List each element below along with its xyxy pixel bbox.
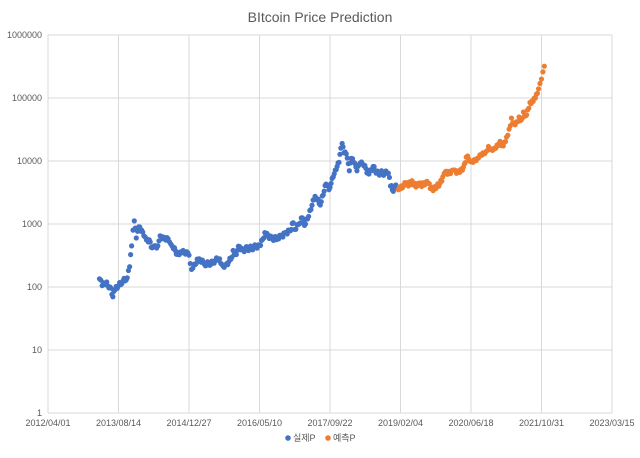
legend-label: 실제P: [293, 433, 316, 443]
data-point: [390, 188, 396, 194]
data-point: [535, 86, 542, 92]
data-point: [128, 252, 134, 258]
data-point: [537, 80, 543, 87]
data-point: [426, 181, 432, 187]
data-point: [354, 168, 360, 174]
y-tick-label: 100: [27, 282, 42, 292]
data-point: [124, 275, 130, 281]
data-point: [293, 226, 299, 232]
data-point: [371, 163, 377, 170]
data-point: [217, 256, 223, 262]
x-tick-label: 2019/02/04: [378, 418, 423, 428]
data-point: [233, 251, 239, 258]
data-point: [541, 63, 547, 69]
data-point: [439, 178, 445, 184]
y-tick-label: 1000000: [7, 30, 42, 40]
data-point: [110, 294, 116, 300]
data-point: [193, 260, 199, 267]
data-point: [147, 239, 153, 245]
x-tick-label: 2012/04/01: [25, 418, 70, 428]
data-point: [526, 105, 532, 111]
data-point: [343, 151, 349, 157]
legend-marker: [285, 435, 291, 441]
legend-label: 예측P: [333, 433, 356, 443]
data-point: [386, 174, 393, 181]
data-point: [540, 69, 546, 75]
data-point: [299, 215, 305, 221]
legend: 실제P 예측P: [285, 433, 356, 443]
data-point: [405, 183, 411, 189]
data-point: [306, 213, 312, 220]
x-tick-label: 2021/10/31: [519, 418, 564, 428]
data-point: [104, 279, 110, 285]
data-point: [308, 206, 314, 213]
data-point: [129, 243, 135, 249]
data-point: [497, 138, 503, 144]
axes: 1 10 100 1000 10000 100000 1000000 2012/04/01 20…: [7, 30, 635, 428]
x-tick-label: 2014/12/27: [166, 418, 211, 428]
y-tick-label: 100000: [12, 93, 42, 103]
y-tick-label: 1000: [22, 219, 42, 229]
x-tick-label: 2023/03/15: [589, 418, 634, 428]
data-point: [230, 247, 236, 254]
data-point: [346, 168, 352, 174]
x-tick-label: 2016/05/10: [237, 418, 282, 428]
data-point: [127, 264, 133, 270]
data-point: [257, 242, 264, 248]
data-point: [321, 188, 327, 194]
data-point: [385, 170, 391, 176]
data-point: [133, 235, 139, 241]
data-point: [505, 132, 511, 138]
data-point: [534, 90, 541, 96]
data-point: [462, 160, 468, 166]
data-point: [309, 202, 315, 208]
data-point: [131, 218, 137, 224]
data-points: [96, 63, 547, 300]
series-1: [96, 140, 400, 300]
data-point: [328, 180, 334, 186]
chart-title: BItcoin Price Prediction: [248, 9, 393, 25]
data-point: [508, 115, 515, 121]
data-point: [363, 165, 369, 172]
data-point: [502, 139, 509, 145]
data-point: [340, 144, 346, 150]
data-point: [344, 155, 350, 161]
y-tick-label: 10000: [17, 156, 42, 166]
x-tick-label: 2020/06/18: [448, 418, 493, 428]
series-2: [395, 63, 547, 194]
legend-marker: [325, 435, 331, 441]
data-point: [337, 151, 343, 157]
data-point: [336, 159, 342, 165]
gridlines: [47, 34, 613, 414]
data-point: [155, 243, 161, 249]
data-point: [538, 76, 545, 82]
x-tick-label: 2017/09/22: [307, 418, 352, 428]
data-point: [318, 199, 324, 205]
data-point: [366, 171, 372, 177]
data-point: [280, 234, 286, 240]
data-point: [186, 252, 192, 258]
data-point: [302, 221, 309, 227]
y-tick-label: 10: [32, 345, 42, 355]
y-tick-label: 1: [37, 408, 42, 418]
data-point: [327, 184, 333, 191]
data-point: [524, 112, 530, 118]
x-tick-label: 2013/08/14: [96, 418, 141, 428]
